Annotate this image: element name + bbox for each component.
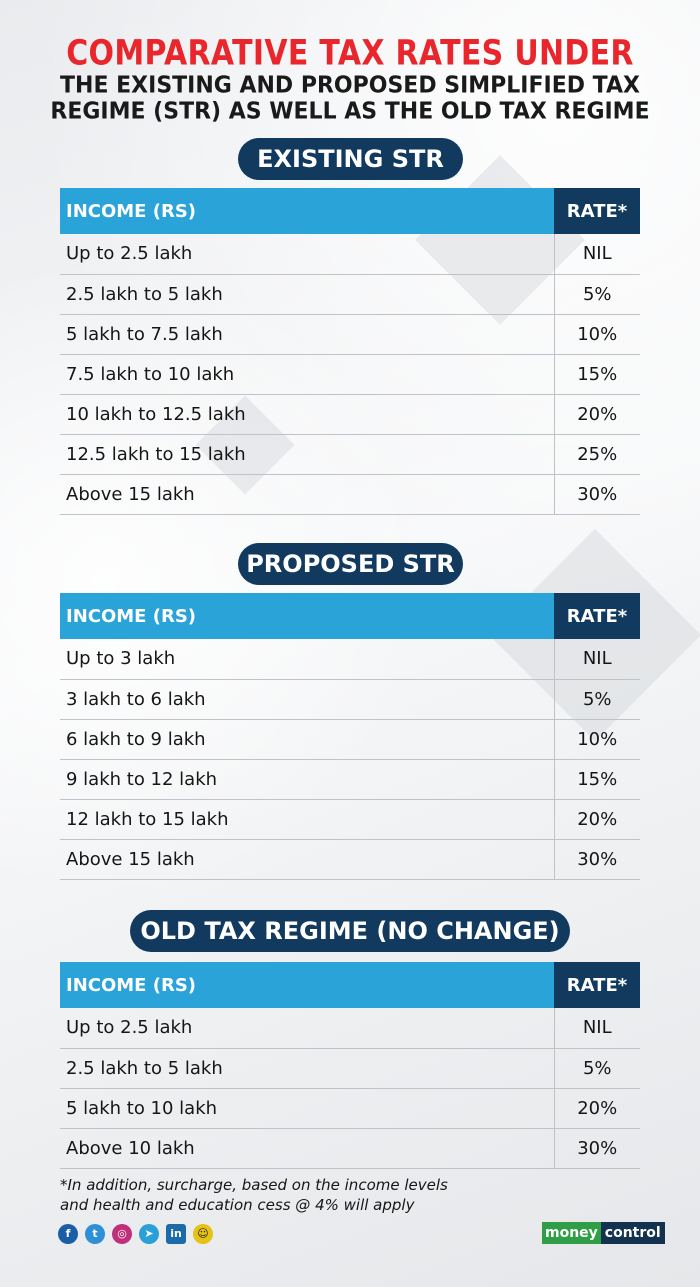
social-icons: f t ◎ ➤ in ☺ [58,1224,213,1244]
income-cell: 10 lakh to 12.5 lakh [60,394,555,435]
instagram-icon[interactable]: ◎ [112,1224,132,1244]
rate-cell: 5% [554,274,640,315]
column-header-rate: RATE* [554,188,640,234]
income-cell: 12 lakh to 15 lakh [60,799,555,840]
income-cell: 3 lakh to 6 lakh [60,679,555,720]
brand-part2: control [600,1222,665,1244]
section-label-old-tax-regime: OLD TAX REGIME (NO CHANGE) [130,910,570,952]
brand-part1: money [542,1222,601,1244]
proposed-str-table: INCOME (RS) RATE* Up to 3 lakh NIL 3 lakh… [60,593,640,880]
rate-cell: NIL [554,1008,640,1049]
table-row: 10 lakh to 12.5 lakh 20% [60,394,640,435]
column-header-income: INCOME (RS) [60,593,554,639]
table-header-row: INCOME (RS) RATE* [60,593,640,639]
income-cell: Above 10 lakh [60,1128,555,1169]
table-row: 5 lakh to 7.5 lakh 10% [60,314,640,355]
table-row: 7.5 lakh to 10 lakh 15% [60,354,640,395]
column-header-rate: RATE* [554,962,640,1008]
rate-cell: 15% [554,354,640,395]
table-row: 5 lakh to 10 lakh 20% [60,1088,640,1129]
rate-cell: NIL [554,639,640,680]
section-label-existing-str: EXISTING STR [238,138,463,180]
footnote-line2: and health and education cess @ 4% will … [60,1196,415,1214]
rate-cell: 10% [554,314,640,355]
table-row: 3 lakh to 6 lakh 5% [60,679,640,720]
rate-cell: 5% [554,1048,640,1089]
income-cell: 5 lakh to 7.5 lakh [60,314,555,355]
table-row: 6 lakh to 9 lakh 10% [60,719,640,760]
income-cell: Up to 2.5 lakh [60,234,555,275]
rate-cell: 20% [554,1088,640,1129]
rate-cell: 15% [554,759,640,800]
rate-cell: 30% [554,839,640,880]
rate-cell: 5% [554,679,640,720]
table-row: Above 15 lakh 30% [60,839,640,880]
rate-cell: 20% [554,799,640,840]
table-row: 2.5 lakh to 5 lakh 5% [60,274,640,315]
rate-cell: 30% [554,474,640,515]
income-cell: 6 lakh to 9 lakh [60,719,555,760]
linkedin-icon[interactable]: in [166,1224,186,1244]
column-header-income: INCOME (RS) [60,188,554,234]
income-cell: Above 15 lakh [60,474,555,515]
column-header-income: INCOME (RS) [60,962,554,1008]
income-cell: 7.5 lakh to 10 lakh [60,354,555,395]
table-row: 9 lakh to 12 lakh 15% [60,759,640,800]
table-row: 12 lakh to 15 lakh 20% [60,799,640,840]
table-row: 12.5 lakh to 15 lakh 25% [60,434,640,475]
table-row: 2.5 lakh to 5 lakh 5% [60,1048,640,1089]
rate-cell: 30% [554,1128,640,1169]
table-header-row: INCOME (RS) RATE* [60,188,640,234]
table-row: Up to 3 lakh NIL [60,639,640,680]
facebook-icon[interactable]: f [58,1224,78,1244]
twitter-icon[interactable]: t [85,1224,105,1244]
income-cell: 9 lakh to 12 lakh [60,759,555,800]
rate-cell: 20% [554,394,640,435]
table-row: Up to 2.5 lakh NIL [60,234,640,275]
income-cell: 2.5 lakh to 5 lakh [60,1048,555,1089]
income-cell: Up to 3 lakh [60,639,555,680]
income-cell: Up to 2.5 lakh [60,1008,555,1049]
income-cell: 5 lakh to 10 lakh [60,1088,555,1129]
page-subtitle-line1: THE EXISTING AND PROPOSED SIMPLIFIED TAX [60,72,640,99]
footnote: *In addition, surcharge, based on the in… [60,1175,448,1215]
section-label-proposed-str: PROPOSED STR [238,543,463,585]
rate-cell: NIL [554,234,640,275]
income-cell: Above 15 lakh [60,839,555,880]
income-cell: 2.5 lakh to 5 lakh [60,274,555,315]
table-row: Above 15 lakh 30% [60,474,640,515]
rate-cell: 10% [554,719,640,760]
brand-logo: money control [542,1222,665,1244]
table-row: Up to 2.5 lakh NIL [60,1008,640,1049]
page-title: COMPARATIVE TAX RATES UNDER [66,33,634,74]
old-tax-regime-table: INCOME (RS) RATE* Up to 2.5 lakh NIL 2.5 … [60,962,640,1169]
footnote-line1: *In addition, surcharge, based on the in… [60,1176,448,1194]
snapchat-icon[interactable]: ☺ [193,1224,213,1244]
existing-str-table: INCOME (RS) RATE* Up to 2.5 lakh NIL 2.5 … [60,188,640,515]
rate-cell: 25% [554,434,640,475]
page-subtitle-line2: REGIME (STR) AS WELL AS THE OLD TAX REGI… [50,98,650,125]
column-header-rate: RATE* [554,593,640,639]
telegram-icon[interactable]: ➤ [139,1224,159,1244]
income-cell: 12.5 lakh to 15 lakh [60,434,555,475]
table-row: Above 10 lakh 30% [60,1128,640,1169]
table-header-row: INCOME (RS) RATE* [60,962,640,1008]
